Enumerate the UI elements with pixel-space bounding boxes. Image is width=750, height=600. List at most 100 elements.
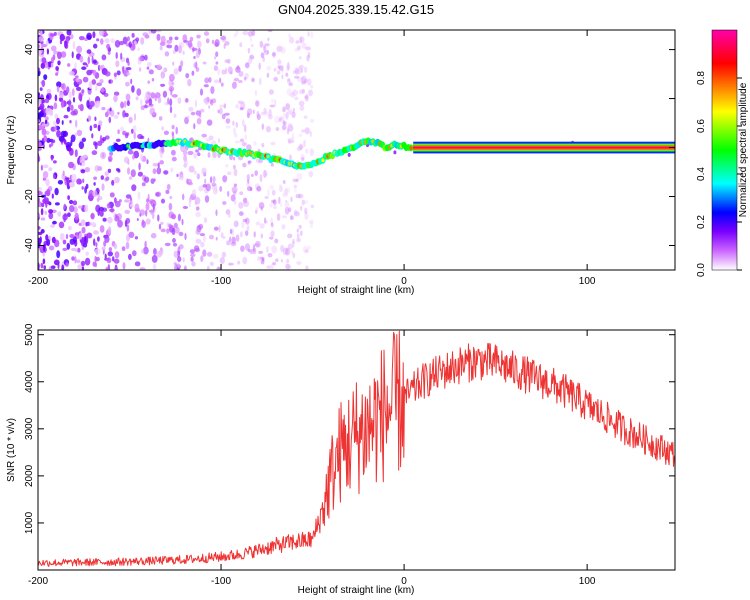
noise-dot: [254, 183, 260, 189]
noise-dot: [38, 44, 41, 49]
noise-dot: [195, 229, 201, 235]
noise-dot: [267, 114, 273, 120]
noise-dot: [230, 241, 237, 247]
noise-dot: [70, 110, 77, 116]
noise-dot: [264, 217, 267, 224]
noise-dot: [280, 244, 285, 252]
noise-dot: [84, 257, 91, 266]
noise-dot: [209, 99, 214, 106]
noise-dot: [198, 185, 204, 192]
noise-dot: [259, 174, 263, 183]
y-tick-label: 3000: [24, 417, 35, 440]
noise-dot: [149, 199, 156, 203]
noise-dot: [170, 88, 173, 96]
noise-dot: [215, 61, 219, 65]
noise-dot: [290, 215, 295, 220]
noise-dot: [257, 148, 261, 153]
colorbar-tick-label: 0.2: [696, 215, 707, 229]
noise-dot: [82, 62, 88, 66]
noise-dot: [94, 248, 101, 255]
noise-dot: [246, 174, 250, 181]
noise-dot: [272, 262, 277, 266]
noise-dot: [275, 127, 280, 131]
noise-dot: [284, 187, 291, 194]
noise-dot: [168, 223, 172, 229]
noise-dot: [193, 152, 197, 159]
noise-dot: [301, 75, 307, 84]
noise-dot: [187, 40, 193, 48]
noise-dot: [148, 98, 153, 106]
noise-dot: [249, 187, 253, 192]
noise-dot: [169, 106, 173, 114]
noise-dot: [38, 67, 41, 72]
noise-dot: [76, 178, 82, 185]
noise-dot: [285, 111, 289, 120]
noise-dot: [300, 80, 307, 85]
noise-dot: [60, 83, 65, 89]
x-tick-label: 0: [401, 576, 407, 587]
noise-dot: [171, 149, 176, 156]
noise-dot: [280, 259, 283, 263]
noise-dot: [305, 148, 308, 154]
noise-dot: [286, 258, 290, 264]
noise-dot: [132, 125, 137, 133]
noise-dot: [125, 93, 131, 102]
noise-dot: [237, 260, 241, 265]
noise-dot: [80, 260, 86, 266]
noise-dot: [261, 258, 265, 262]
noise-dot: [138, 67, 142, 72]
noise-dot: [134, 203, 140, 212]
noise-dot: [91, 150, 98, 156]
noise-dot: [173, 68, 179, 75]
noise-dot: [87, 221, 90, 226]
noise-dot: [281, 224, 286, 230]
noise-dot: [198, 223, 204, 230]
noise-dot: [93, 230, 99, 235]
noise-dot: [270, 162, 274, 167]
noise-dot: [166, 44, 173, 49]
noise-dot: [137, 191, 141, 200]
noise-dot: [79, 162, 82, 166]
noise-dot: [287, 109, 294, 115]
noise-dot: [182, 206, 189, 209]
noise-dot: [287, 138, 294, 143]
noise-dot: [297, 76, 302, 83]
noise-dot: [233, 168, 238, 177]
noise-dot: [203, 217, 208, 224]
noise-dot: [199, 233, 205, 237]
noise-dot: [39, 236, 42, 244]
noise-dot: [287, 33, 292, 39]
noise-dot: [259, 40, 263, 48]
noise-dot: [207, 152, 211, 158]
noise-dot: [147, 193, 150, 202]
bottom-plot-frame: [37, 329, 676, 571]
noise-dot: [208, 105, 211, 109]
noise-dot: [58, 135, 65, 142]
noise-dot: [88, 189, 94, 198]
noise-dot: [181, 218, 184, 226]
noise-dot: [52, 220, 57, 225]
noise-dot: [287, 78, 291, 83]
noise-dot: [128, 176, 133, 180]
noise-dot: [57, 51, 62, 60]
noise-dot: [347, 152, 351, 157]
noise-dot: [285, 263, 291, 270]
noise-dot: [258, 202, 265, 209]
noise-dot: [96, 100, 101, 107]
noise-dot: [174, 44, 179, 52]
noise-dot: [278, 116, 284, 120]
noise-dot: [310, 84, 314, 89]
noise-dot: [46, 137, 51, 143]
noise-dot: [211, 140, 217, 146]
noise-dot: [194, 201, 198, 206]
noise-dot: [200, 108, 205, 113]
noise-dot: [56, 81, 62, 88]
noise-dot: [156, 33, 161, 41]
noise-dot: [193, 123, 196, 130]
ridge-core: [321, 158, 325, 162]
noise-dot: [72, 97, 76, 103]
noise-dot: [300, 153, 305, 161]
noise-dot: [161, 126, 164, 131]
noise-dot: [81, 66, 87, 70]
noise-dot: [306, 78, 312, 86]
